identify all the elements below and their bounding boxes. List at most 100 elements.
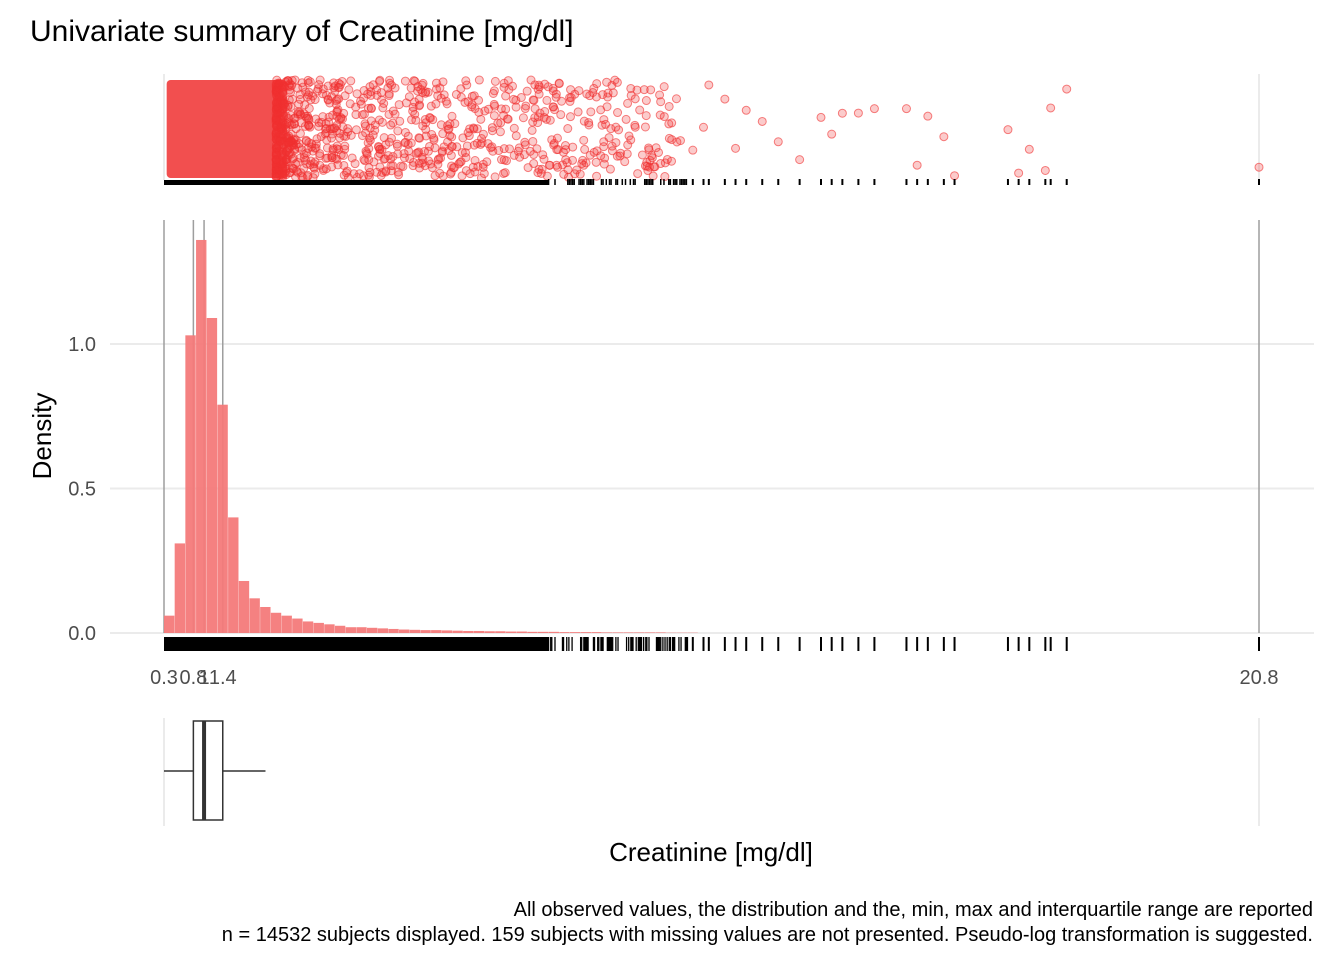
jitter-point [950,171,960,181]
jitter-point [478,129,488,139]
jitter-point [499,155,509,165]
jitter-point [519,150,529,160]
jitter-point [562,158,572,168]
histogram-bar [473,630,485,633]
jitter-point [496,104,506,114]
jitter-point [388,106,398,116]
jitter-point [584,118,594,128]
jitter-point [421,87,431,97]
jitter-point [551,92,561,102]
jitter-point [271,115,281,125]
histogram-bar [602,632,613,633]
jitter-point [1040,165,1050,175]
jitter-point [384,91,394,101]
jitter-point [332,126,342,136]
jitter-point [504,144,514,154]
x-tick-label-3: 1.4 [209,667,237,689]
jitter-point [757,116,767,126]
jitter-point [901,104,911,114]
histogram-bar [249,598,260,633]
jitter-point [337,76,347,86]
jitter-point [435,168,445,178]
jitter-point [511,102,521,112]
jitter-point [664,119,674,129]
caption-line-1: All observed values, the distribution an… [514,899,1313,921]
jitter-point [313,84,323,94]
jitter-point [655,90,665,100]
jitter-point [324,117,334,127]
histogram-bar [495,631,506,633]
jitter-point [370,120,380,130]
jitter-point [853,108,863,118]
caption-line-2: n = 14532 subjects displayed. 159 subjec… [222,924,1313,946]
jitter-point [408,102,418,112]
jitter-point [568,155,578,165]
jitter-point [272,157,282,167]
jitter-point [563,165,573,175]
jitter-point [534,82,544,92]
jitter-point [632,85,642,95]
jitter-point [551,89,561,99]
jitter-point [318,165,328,175]
jitter-point [1014,168,1024,178]
jitter-point [522,86,532,96]
jitter-point [363,103,373,113]
jitter-point [688,145,698,155]
jitter-point [504,84,514,94]
jitter-point [356,99,366,109]
jitter-point [604,133,614,143]
jitter-point [646,85,656,95]
jitter-point [470,167,480,177]
jitter-point [423,146,433,156]
jitter-point [639,85,649,95]
jitter-point [589,83,599,93]
jitter-point [1062,84,1072,94]
jitter-point [515,152,525,162]
jitter-point [538,150,548,160]
jitter-point [532,144,542,154]
jitter-point [731,143,741,153]
jitter-point [414,133,424,143]
jitter-point [827,129,837,139]
jitter-point [592,171,602,181]
jitter-point [598,90,608,100]
jitter-point [602,77,612,87]
jitter-point [301,155,311,165]
jitter-point [350,159,360,169]
jitter-point [273,132,283,142]
jitter-point [620,157,630,167]
jitter-point [720,94,730,104]
jitter-point [433,91,443,101]
jitter-point [460,148,470,158]
jitter-point [332,154,342,164]
histogram-bar [537,631,549,633]
jitter-point [433,159,443,169]
jitter-point [295,153,305,163]
jitter-point [441,96,451,106]
histogram-bar [196,239,207,633]
jitter-point [457,148,467,158]
jitter-point [416,84,426,94]
y-tick-label-2: 1.0 [68,334,96,356]
jitter-point [392,139,402,149]
jitter-point [528,136,538,146]
jitter-point [626,90,636,100]
jitter-point [574,86,584,96]
jitter-point [611,122,621,132]
jitter-point [511,131,521,141]
jitter-point [483,104,493,114]
histogram-panel: 0.0 0.5 1.0 0.3 0.81 1.4 20.8 [68,220,1314,689]
jitter-point [304,120,314,130]
jitter-point [271,105,281,115]
jitter-point [561,145,571,155]
jitter-point [372,90,382,100]
jitter-point [454,159,464,169]
jitter-point [616,148,626,158]
jitter-point [305,77,315,87]
jitter-point [283,150,293,160]
jitter-point [395,116,405,126]
jitter-point [644,143,654,153]
jitter-point [575,169,585,179]
histogram-bar [559,632,570,633]
jitter-point [375,148,385,158]
